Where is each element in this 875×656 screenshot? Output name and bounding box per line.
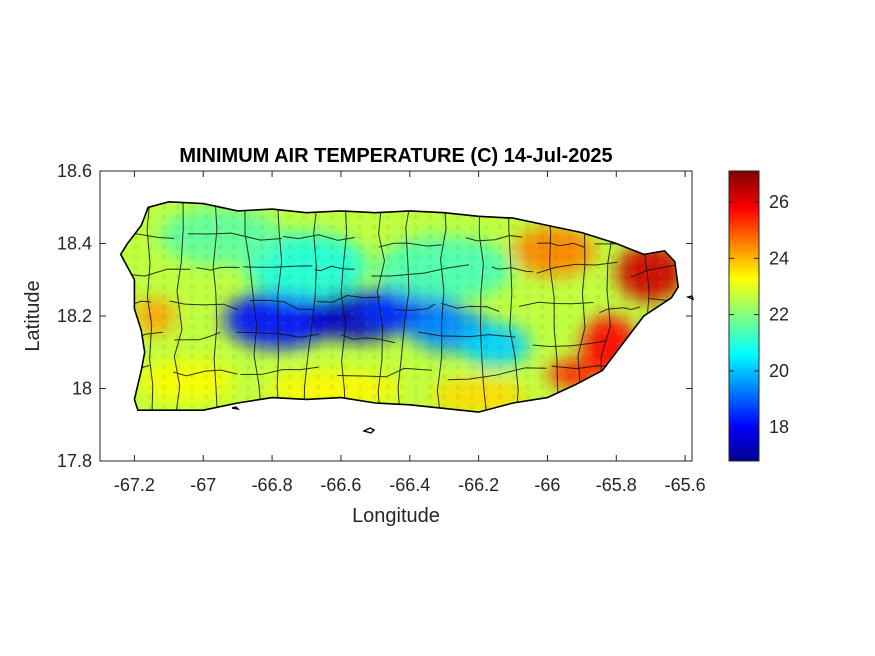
municipality-boundary	[436, 201, 447, 413]
municipality-boundary	[282, 234, 355, 241]
municipality-boundary	[314, 265, 355, 272]
municipality-boundary	[532, 340, 607, 348]
colorbar-tick-label: 24	[769, 248, 789, 268]
municipality-boundary	[599, 306, 640, 314]
colorbar-gradient	[728, 170, 760, 462]
municipality-boundary	[341, 334, 396, 344]
x-tick-label: -66.8	[252, 475, 293, 495]
municipality-boundary	[196, 266, 240, 271]
y-tick-label: 18.4	[57, 234, 92, 254]
municipality-boundary	[276, 201, 283, 413]
x-tick-label: -66.2	[458, 475, 499, 495]
municipality-boundary	[394, 303, 436, 311]
eastern-islet	[685, 295, 695, 301]
municipality-boundary	[173, 201, 184, 413]
municipality-boundary	[244, 201, 263, 413]
municipality-boundary	[212, 201, 218, 413]
x-tick-label: -66	[534, 475, 560, 495]
municipality-boundary	[447, 367, 547, 381]
colorbar-ticks: 18 20 22 24 26	[729, 192, 789, 437]
y-tick-label: 17.8	[57, 451, 92, 471]
municipality-boundary	[371, 264, 470, 277]
municipality-boundary	[146, 201, 154, 413]
colorbar-tick-label: 20	[769, 361, 789, 381]
offshore-islets	[231, 295, 695, 434]
municipality-boundary	[236, 331, 320, 338]
municipality-boundary	[649, 294, 679, 302]
municipality-boundary	[536, 242, 585, 248]
municipality-boundary	[337, 367, 432, 378]
x-tick-label: -65.6	[665, 475, 706, 495]
municipality-boundary	[174, 332, 221, 341]
municipality-boundary	[378, 242, 442, 248]
coastline	[119, 200, 680, 413]
colorbar-tick-label: 18	[769, 417, 789, 437]
x-tick-label: -65.8	[596, 475, 637, 495]
municipality-boundary	[240, 366, 319, 375]
municipality-boundary	[465, 234, 523, 242]
municipality-boundary	[172, 369, 238, 377]
municipality-boundary	[518, 301, 594, 307]
municipality-boundary	[303, 201, 318, 413]
x-axis-ticks: -67.2 -67 -66.8 -66.6 -66.4 -66.2 -66 -65.8 -65.…	[114, 171, 706, 495]
y-tick-label: 18.2	[57, 306, 92, 326]
municipality-boundary	[169, 300, 238, 310]
x-tick-label: -67	[190, 475, 216, 495]
x-axis-label: Longitude	[352, 505, 440, 527]
southern-islet	[231, 406, 241, 411]
municipality-boundary	[316, 294, 381, 303]
municipality-boundary	[418, 331, 516, 338]
municipality-boundaries	[120, 201, 679, 413]
colorbar-tick-label: 22	[769, 305, 789, 325]
municipality-boundary	[376, 201, 386, 413]
municipality-boundary	[440, 302, 500, 312]
y-axis-label: Latitude	[22, 280, 44, 351]
municipality-boundary	[187, 232, 282, 241]
municipality-boundary	[536, 261, 618, 274]
municipality-boundary	[249, 299, 316, 310]
x-tick-label: -67.2	[114, 475, 155, 495]
x-tick-label: -66.4	[389, 475, 430, 495]
municipality-boundary	[630, 262, 679, 278]
y-tick-label: 18.6	[57, 161, 92, 181]
municipality-boundary	[243, 265, 313, 268]
chart-title: MINIMUM AIR TEMPERATURE (C) 14-Jul-2025	[179, 145, 612, 167]
municipality-boundary	[507, 201, 519, 413]
y-tick-label: 18	[72, 379, 92, 399]
municipality-boundary	[545, 201, 561, 413]
y-axis-ticks: 17.8 18 18.2 18.4 18.6	[57, 161, 692, 471]
municipality-boundary	[478, 201, 488, 413]
island-map	[120, 201, 679, 413]
x-tick-label: -66.6	[320, 475, 361, 495]
colorbar: 18 20 22 24 26	[728, 170, 789, 462]
caja-de-muertos-islet	[362, 427, 376, 434]
colorbar-tick-label: 26	[769, 192, 789, 212]
municipality-boundary	[491, 266, 534, 273]
municipality-boundary	[397, 201, 412, 413]
